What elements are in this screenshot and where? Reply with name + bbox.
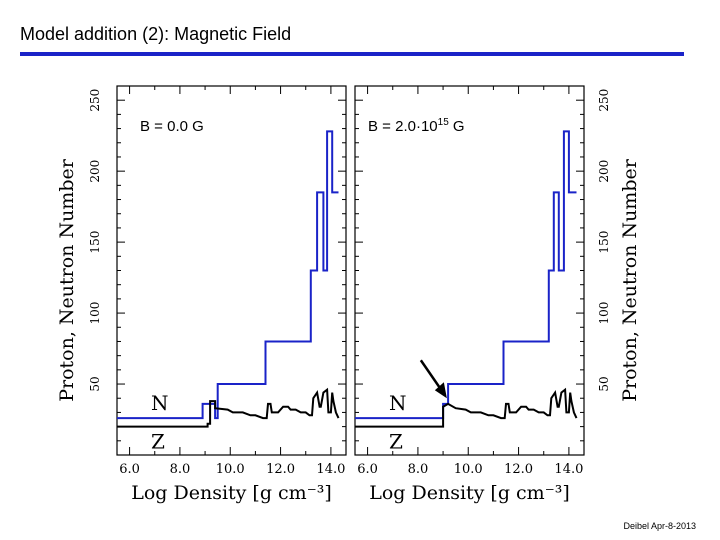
chart-panel-2: 6.0 8.0 10.0 12.0 14.0 50 100 150 200 250 Log Dens… (354, 85, 641, 504)
x-tick-label: 6.0 (357, 462, 378, 477)
y-tick-label: 100 (88, 302, 102, 325)
series-label-z: Z (151, 430, 165, 454)
series-label-n: N (389, 391, 407, 415)
series-line-z (117, 387, 340, 428)
series-line-z (355, 387, 578, 428)
panel-label-superscript: 15 (438, 117, 450, 128)
x-tick-label: 12.0 (504, 462, 533, 477)
x-axis-label: Log Density [g cm⁻³] (369, 482, 570, 504)
chart-panel-1: 6.0 8.0 10.0 12.0 14.0 50 100 150 200 250 Log Dens… (56, 85, 347, 504)
y-tick-label: 100 (597, 302, 611, 325)
y-tick-label: 200 (597, 160, 611, 183)
x-tick-label: 8.0 (170, 462, 191, 477)
y-tick-label: 250 (88, 89, 102, 112)
x-tick-label: 14.0 (554, 462, 583, 477)
x-tick-label: 10.0 (454, 462, 483, 477)
series-label-z: Z (389, 430, 403, 454)
panel-label: B = 2.0·1015 G (368, 117, 465, 135)
x-tick-label: 8.0 (408, 462, 429, 477)
y-tick-label: 50 (88, 376, 102, 391)
y-tick-label: 150 (88, 231, 102, 254)
title-rule (20, 52, 684, 56)
x-tick-label: 14.0 (316, 462, 345, 477)
series-label-n: N (151, 391, 169, 415)
x-tick-label: 10.0 (216, 462, 245, 477)
slide-title: Model addition (2): Magnetic Field (20, 24, 292, 44)
y-axis-label: Proton, Neutron Number (619, 158, 641, 402)
series-line-n (355, 130, 577, 420)
y-tick-label: 150 (597, 231, 611, 254)
y-tick-label: 200 (88, 160, 102, 183)
footer-credit: Deibel Apr-8-2013 (623, 521, 696, 531)
series-line-n (117, 130, 339, 420)
y-axis-label: Proton, Neutron Number (56, 158, 78, 402)
x-tick-label: 6.0 (119, 462, 140, 477)
panel-label: B = 0.0 G (140, 118, 204, 135)
y-tick-label: 250 (597, 89, 611, 112)
x-axis-label: Log Density [g cm⁻³] (131, 482, 332, 504)
y-tick-label: 50 (597, 376, 611, 391)
x-tick-label: 12.0 (266, 462, 295, 477)
panel-label-unit: G (449, 118, 465, 135)
annotation-arrow-head (434, 382, 447, 399)
